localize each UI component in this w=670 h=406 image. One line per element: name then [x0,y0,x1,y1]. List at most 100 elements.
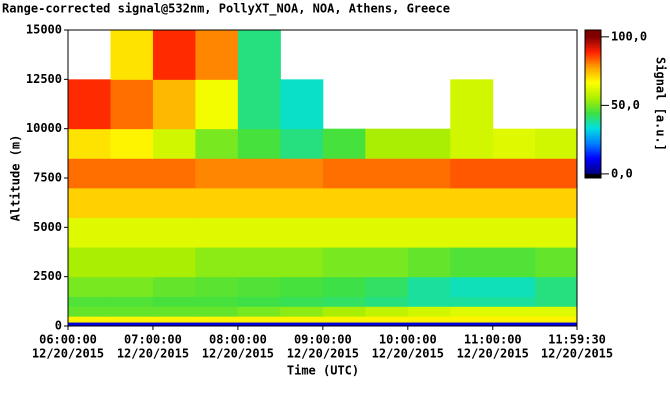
colorbar-segment [585,122,601,125]
colorbar-segment [585,46,601,49]
heatmap-cell [322,187,366,218]
colorbar-segment [585,144,601,147]
heatmap-cell [195,79,239,130]
colorbar-segment [585,142,601,145]
heatmap-cell [110,306,154,317]
heatmap-cell [110,276,154,297]
colorbar-segment [585,172,601,175]
colorbar-segment [585,118,601,121]
heatmap-cell [365,158,409,189]
heatmap-cell [68,247,111,278]
colorbar-tick-label: 100,0 [611,29,647,43]
heatmap-cell [450,276,494,297]
heatmap-cell [407,322,451,327]
heatmap-cell [322,217,366,248]
heatmap-cell [237,322,281,327]
colorbar-segment [585,154,601,157]
colorbar-segment [585,136,601,139]
colorbar-segment [585,174,601,177]
heatmap-cell [280,158,324,189]
heatmap-cell [195,322,239,327]
colorbar-segment [585,92,601,95]
colorbar-segment [585,38,601,41]
heatmap-cell [492,276,536,297]
heatmap-cell [322,128,366,159]
colorbar-segment [585,146,601,149]
colorbar-segment [585,90,601,93]
heatmap-cell [365,187,409,218]
x-tick-sublabel: 12/20/2015 [287,347,359,361]
heatmap-cell [152,128,196,159]
heatmap-cell [280,187,324,218]
heatmap-cell [152,187,196,218]
colorbar-segment [585,170,601,173]
heatmap-cell [365,217,409,248]
colorbar-segment [585,160,601,163]
chart-title: Range-corrected signal@532nm, PollyXT_NO… [2,2,450,17]
colorbar-segment [585,148,601,151]
colorbar-segment [585,44,601,47]
heatmap-cell [68,158,111,189]
heatmap-cell [322,276,366,297]
heatmap-cell [492,128,536,159]
colorbar-segment [585,100,601,103]
heatmap-cell [195,276,239,297]
colorbar-segment [585,162,601,165]
colorbar-tick-label: 0,0 [611,166,633,180]
heatmap-cell [407,296,451,307]
colorbar-segment [585,134,601,137]
heatmap-cell [450,158,494,189]
heatmap-cell [407,306,451,317]
heatmap-cell [110,322,154,327]
colorbar-segment [585,54,601,57]
colorbar-segment [585,56,601,59]
colorbar-segment [585,110,601,113]
colorbar-segment [585,80,601,83]
heatmap-cell [450,187,494,218]
colorbar-segment [585,70,601,73]
heatmap-cell [68,296,111,307]
heatmap-cell [237,30,281,80]
colorbar-segment [585,112,601,115]
heatmap-cell [195,247,239,278]
colorbar-segment [585,130,601,133]
heatmap-cell [110,128,154,159]
x-tick-sublabel: 12/20/2015 [32,347,104,361]
heatmap-cell [450,316,494,323]
heatmap-cell [365,276,409,297]
x-tick-label: 08:00:00 [209,333,267,347]
x-tick-sublabel: 12/20/2015 [457,347,529,361]
colorbar-frame [584,29,602,179]
colorbar-segment [585,166,601,169]
heatmap-cell [365,306,409,317]
heatmap-cell [365,128,409,159]
colorbar-segment [585,140,601,143]
heatmap-cell [535,128,578,159]
colorbar-tick-label: 50,0 [611,98,640,112]
heatmap-cell [280,247,324,278]
heatmap-cell [110,316,154,323]
heatmap-cell [365,296,409,307]
colorbar-segment [585,84,601,87]
colorbar-segment [585,126,601,129]
heatmap-cell [492,296,536,307]
heatmap-cell [407,316,451,323]
colorbar-segment [585,104,601,107]
x-tick-label: 11:00:00 [464,333,522,347]
colorbar-segment [585,72,601,75]
heatmap-cell [152,322,196,327]
colorbar-segment [585,58,601,61]
colorbar-segment [585,34,601,37]
heatmap-cell [322,296,366,307]
heatmap-cell [68,128,111,159]
heatmap-cell [152,30,196,80]
heatmap-cell [450,79,494,130]
heatmap-cell [280,322,324,327]
colorbar-segment [585,114,601,117]
colorbar-segment [585,108,601,111]
heatmap-cell [110,247,154,278]
colorbar-segment [585,82,601,85]
y-tick-label: 0 [55,319,62,333]
heatmap-cell [407,217,451,248]
heatmap-cell [407,128,451,159]
